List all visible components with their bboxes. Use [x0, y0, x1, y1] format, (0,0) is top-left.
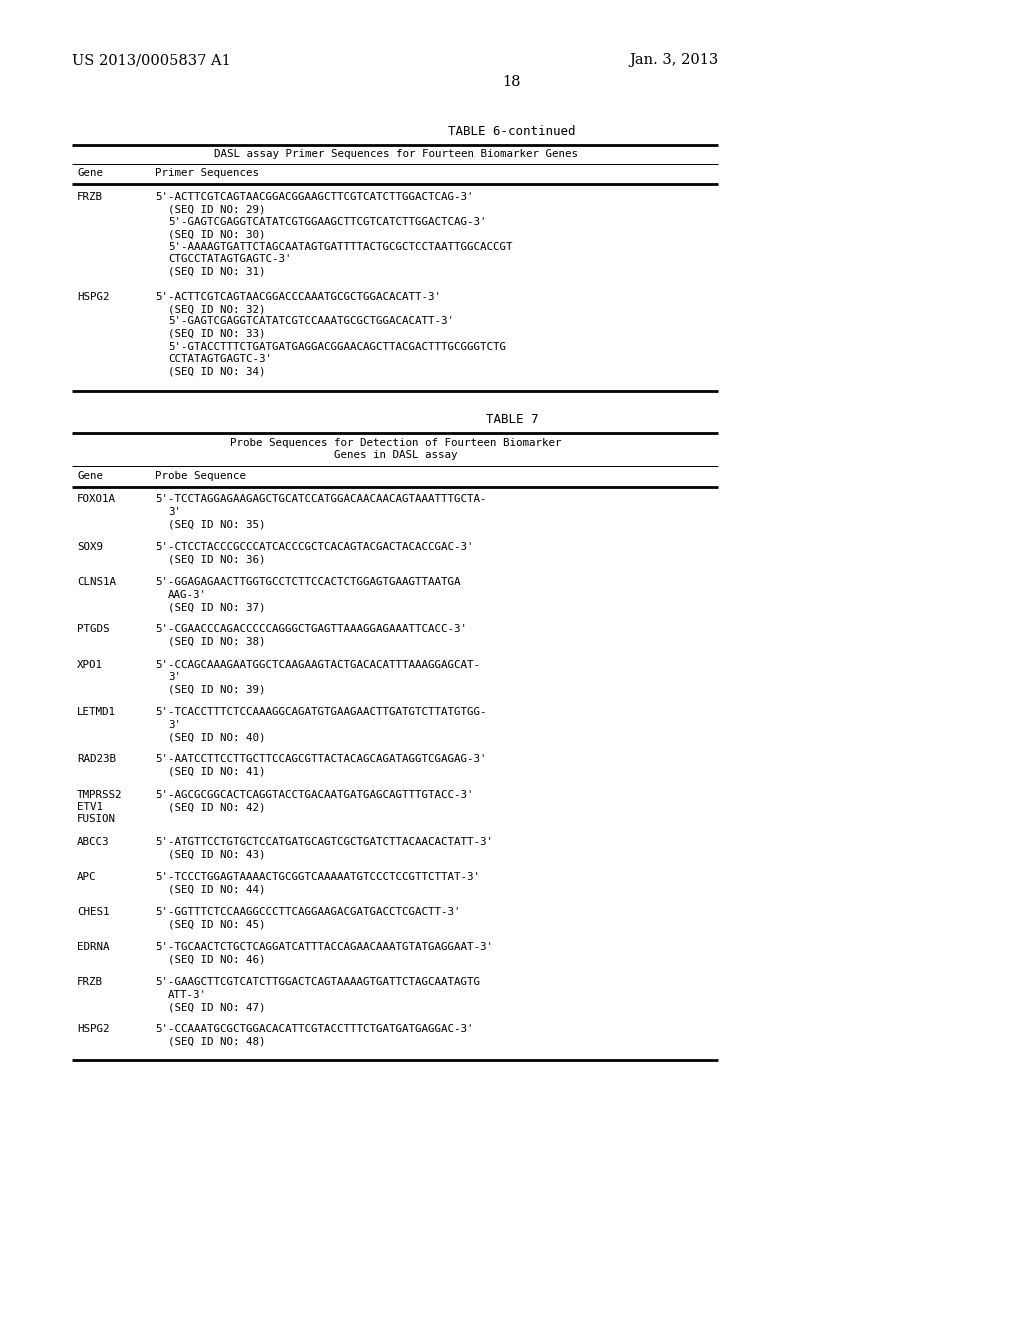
Text: (SEQ ID NO: 31): (SEQ ID NO: 31)	[168, 267, 265, 277]
Text: (SEQ ID NO: 42): (SEQ ID NO: 42)	[168, 803, 265, 812]
Text: 5'-GAAGCTTCGTCATCTTGGACTCAGTAAAAGTGATTCTAGCAATAGTG: 5'-GAAGCTTCGTCATCTTGGACTCAGTAAAAGTGATTCT…	[155, 977, 480, 987]
Text: (SEQ ID NO: 48): (SEQ ID NO: 48)	[168, 1038, 265, 1047]
Text: (SEQ ID NO: 33): (SEQ ID NO: 33)	[168, 329, 265, 339]
Text: (SEQ ID NO: 47): (SEQ ID NO: 47)	[168, 1002, 265, 1012]
Text: RAD23B: RAD23B	[77, 755, 116, 764]
Text: (SEQ ID NO: 46): (SEQ ID NO: 46)	[168, 954, 265, 965]
Text: LETMD1: LETMD1	[77, 708, 116, 717]
Text: Probe Sequences for Detection of Fourteen Biomarker: Probe Sequences for Detection of Fourtee…	[230, 438, 562, 447]
Text: FUSION: FUSION	[77, 814, 116, 825]
Text: SOX9: SOX9	[77, 543, 103, 552]
Text: 5'-AGCGCGGCACTCAGGTACCTGACAATGATGAGCAGTTTGTACC-3': 5'-AGCGCGGCACTCAGGTACCTGACAATGATGAGCAGTT…	[155, 789, 473, 800]
Text: (SEQ ID NO: 45): (SEQ ID NO: 45)	[168, 920, 265, 929]
Text: FOXO1A: FOXO1A	[77, 495, 116, 504]
Text: 18: 18	[503, 75, 521, 88]
Text: PTGDS: PTGDS	[77, 624, 110, 635]
Text: (SEQ ID NO: 44): (SEQ ID NO: 44)	[168, 884, 265, 895]
Text: 5'-CGAACCCAGACCCCCAGGGCTGAGTTAAAGGAGAAATTCACC-3': 5'-CGAACCCAGACCCCCAGGGCTGAGTTAAAGGAGAAAT…	[155, 624, 467, 635]
Text: US 2013/0005837 A1: US 2013/0005837 A1	[72, 53, 230, 67]
Text: (SEQ ID NO: 40): (SEQ ID NO: 40)	[168, 733, 265, 742]
Text: 3': 3'	[168, 672, 181, 682]
Text: (SEQ ID NO: 30): (SEQ ID NO: 30)	[168, 230, 265, 239]
Text: CCTATAGTGAGTC-3': CCTATAGTGAGTC-3'	[168, 354, 272, 364]
Text: 5'-CCAAATGCGCTGGACACATTCGTACCTTTCTGATGATGAGGAC-3': 5'-CCAAATGCGCTGGACACATTCGTACCTTTCTGATGAT…	[155, 1024, 473, 1035]
Text: FRZB: FRZB	[77, 191, 103, 202]
Text: 5'-GTACCTTTCTGATGATGAGGACGGAACAGCTTACGACTTTGCGGGTCTG: 5'-GTACCTTTCTGATGATGAGGACGGAACAGCTTACGAC…	[168, 342, 506, 351]
Text: 3': 3'	[168, 719, 181, 730]
Text: ETV1: ETV1	[77, 803, 103, 812]
Text: EDRNA: EDRNA	[77, 942, 110, 952]
Text: 5'-TCACCTTTCTCCAAAGGCAGATGTGAAGAACTTGATGTCTTATGTGG-: 5'-TCACCTTTCTCCAAAGGCAGATGTGAAGAACTTGATG…	[155, 708, 486, 717]
Text: TMPRSS2: TMPRSS2	[77, 789, 123, 800]
Text: FRZB: FRZB	[77, 977, 103, 987]
Text: 5'-CTCCTACCCGCCCATCACCCGCTCACAGTACGACTACACCGAC-3': 5'-CTCCTACCCGCCCATCACCCGCTCACAGTACGACTAC…	[155, 543, 473, 552]
Text: 5'-GAGTCGAGGTCATATCGTGGAAGCTTCGTCATCTTGGACTCAG-3': 5'-GAGTCGAGGTCATATCGTGGAAGCTTCGTCATCTTGG…	[168, 216, 486, 227]
Text: CLNS1A: CLNS1A	[77, 577, 116, 587]
Text: 5'-ACTTCGTCAGTAACGGACCCAAATGCGCTGGACACATT-3': 5'-ACTTCGTCAGTAACGGACCCAAATGCGCTGGACACAT…	[155, 292, 441, 301]
Text: ATT-3': ATT-3'	[168, 990, 207, 999]
Text: (SEQ ID NO: 29): (SEQ ID NO: 29)	[168, 205, 265, 214]
Text: 3': 3'	[168, 507, 181, 517]
Text: Gene: Gene	[77, 471, 103, 480]
Text: (SEQ ID NO: 36): (SEQ ID NO: 36)	[168, 554, 265, 565]
Text: HSPG2: HSPG2	[77, 1024, 110, 1035]
Text: Jan. 3, 2013: Jan. 3, 2013	[629, 53, 718, 67]
Text: 5'-TCCTAGGAGAAGAGCTGCATCCATGGACAACAACAGTAAATTTGCTA-: 5'-TCCTAGGAGAAGAGCTGCATCCATGGACAACAACAGT…	[155, 495, 486, 504]
Text: (SEQ ID NO: 39): (SEQ ID NO: 39)	[168, 685, 265, 694]
Text: 5'-TGCAACTCTGCTCAGGATCATTTACCAGAACAAATGTATGAGGAAT-3': 5'-TGCAACTCTGCTCAGGATCATTTACCAGAACAAATGT…	[155, 942, 493, 952]
Text: (SEQ ID NO: 41): (SEQ ID NO: 41)	[168, 767, 265, 777]
Text: TABLE 6-continued: TABLE 6-continued	[449, 125, 575, 139]
Text: AAG-3': AAG-3'	[168, 590, 207, 599]
Text: 5'-GAGTCGAGGTCATATCGTCCAAATGCGCTGGACACATT-3': 5'-GAGTCGAGGTCATATCGTCCAAATGCGCTGGACACAT…	[168, 317, 454, 326]
Text: 5'-ACTTCGTCAGTAACGGACGGAAGCTTCGTCATCTTGGACTCAG-3': 5'-ACTTCGTCAGTAACGGACGGAAGCTTCGTCATCTTGG…	[155, 191, 473, 202]
Text: DASL assay Primer Sequences for Fourteen Biomarker Genes: DASL assay Primer Sequences for Fourteen…	[214, 149, 578, 158]
Text: (SEQ ID NO: 34): (SEQ ID NO: 34)	[168, 367, 265, 376]
Text: 5'-AAAAGTGATTCTAGCAATAGTGATTTTACTGCGCTCCTAATTGGCACCGT: 5'-AAAAGTGATTCTAGCAATAGTGATTTTACTGCGCTCC…	[168, 242, 512, 252]
Text: (SEQ ID NO: 43): (SEQ ID NO: 43)	[168, 850, 265, 859]
Text: HSPG2: HSPG2	[77, 292, 110, 301]
Text: APC: APC	[77, 873, 96, 882]
Text: 5'-AATCCTTCCTTGCTTCCAGCGTTACTACAGCAGATAGGTCGAGAG-3': 5'-AATCCTTCCTTGCTTCCAGCGTTACTACAGCAGATAG…	[155, 755, 486, 764]
Text: 5'-TCCCTGGAGTAAAACTGCGGTCAAAAATGTCCCTCCGTTCTTAT-3': 5'-TCCCTGGAGTAAAACTGCGGTCAAAAATGTCCCTCCG…	[155, 873, 480, 882]
Text: (SEQ ID NO: 35): (SEQ ID NO: 35)	[168, 520, 265, 529]
Text: XPO1: XPO1	[77, 660, 103, 669]
Text: Primer Sequences: Primer Sequences	[155, 169, 259, 178]
Text: Gene: Gene	[77, 169, 103, 178]
Text: 5'-GGTTTCTCCAAGGCCCTTCAGGAAGACGATGACCTCGACTT-3': 5'-GGTTTCTCCAAGGCCCTTCAGGAAGACGATGACCTCG…	[155, 907, 461, 917]
Text: ABCC3: ABCC3	[77, 837, 110, 847]
Text: (SEQ ID NO: 32): (SEQ ID NO: 32)	[168, 304, 265, 314]
Text: Genes in DASL assay: Genes in DASL assay	[334, 450, 458, 461]
Text: 5'-ATGTTCCTGTGCTCCATGATGCAGTCGCTGATCTTACAACACTATT-3': 5'-ATGTTCCTGTGCTCCATGATGCAGTCGCTGATCTTAC…	[155, 837, 493, 847]
Text: CTGCCTATAGTGAGTC-3': CTGCCTATAGTGAGTC-3'	[168, 255, 292, 264]
Text: (SEQ ID NO: 37): (SEQ ID NO: 37)	[168, 602, 265, 612]
Text: CHES1: CHES1	[77, 907, 110, 917]
Text: 5'-CCAGCAAAGAATGGCTCAAGAAGTACTGACACATTTAAAGGAGCAT-: 5'-CCAGCAAAGAATGGCTCAAGAAGTACTGACACATTTA…	[155, 660, 480, 669]
Text: (SEQ ID NO: 38): (SEQ ID NO: 38)	[168, 638, 265, 647]
Text: Probe Sequence: Probe Sequence	[155, 471, 246, 480]
Text: TABLE 7: TABLE 7	[485, 413, 539, 426]
Text: 5'-GGAGAGAACTTGGTGCCTCTTCCACTCTGGAGTGAAGTTAATGA: 5'-GGAGAGAACTTGGTGCCTCTTCCACTCTGGAGTGAAG…	[155, 577, 461, 587]
